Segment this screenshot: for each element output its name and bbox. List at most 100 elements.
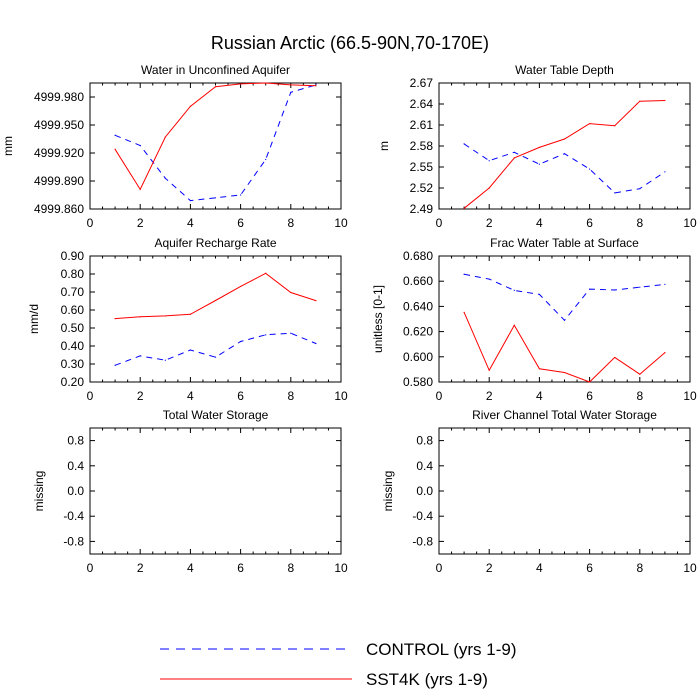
data-point-sst4k: [189, 105, 191, 107]
y-tick-label: 0.580: [403, 375, 433, 389]
y-tick-label: 0.50: [61, 321, 85, 335]
data-point-sst4k: [290, 291, 292, 294]
data-point-control: [315, 342, 317, 345]
data-point-control: [265, 334, 267, 336]
data-point-control: [664, 283, 666, 285]
data-point-sst4k: [114, 148, 116, 150]
x-tick-label: 10: [683, 389, 697, 403]
x-tick-label: 2: [486, 216, 493, 230]
y-tick-label: 0.660: [403, 274, 433, 288]
data-point-sst4k: [614, 356, 616, 359]
data-point-control: [315, 84, 317, 86]
x-tick-label: 2: [137, 561, 144, 575]
data-point-control: [664, 171, 666, 173]
data-point-control: [164, 359, 166, 361]
plot-frame: [89, 82, 342, 210]
x-tick-label: 8: [636, 389, 643, 403]
x-tick-label: 2: [486, 561, 493, 575]
legend-sst4k-label: SST4K (yrs 1-9): [366, 670, 488, 689]
y-tick-label: 0.0: [67, 484, 84, 498]
y-axis-label: mm/d: [27, 304, 41, 334]
data-point-sst4k: [240, 83, 242, 85]
data-point-control: [164, 177, 166, 179]
data-point-sst4k: [290, 84, 292, 86]
panel-title: Water Table Depth: [515, 63, 614, 77]
data-point-sst4k: [265, 272, 267, 274]
y-tick-label: 4999.980: [34, 90, 84, 104]
y-tick-label: 0.90: [61, 249, 85, 263]
data-point-control: [240, 340, 242, 343]
x-tick-label: 8: [287, 389, 294, 403]
x-tick-label: 10: [683, 561, 697, 575]
x-tick-label: 6: [237, 561, 244, 575]
series-line-sst4k: [463, 100, 665, 209]
series-line-control: [464, 273, 665, 322]
data-point-sst4k: [139, 188, 141, 190]
panel-title: Water in Unconfined Aquifer: [141, 63, 290, 77]
y-axis-label: unitless [0-1]: [371, 285, 385, 353]
data-point-control: [240, 194, 242, 196]
data-point-control: [614, 192, 616, 194]
x-tick-label: 8: [287, 561, 294, 575]
data-point-sst4k: [589, 381, 591, 383]
x-tick-label: 4: [536, 389, 543, 403]
panel-5: Total Water Storage missing 0 2 4 6 8 10 -0.8 -0.…: [32, 408, 348, 575]
series-line-control: [114, 332, 317, 366]
y-tick-label: 2.61: [410, 118, 434, 132]
data-point-control: [639, 188, 641, 190]
y-tick-label: -0.8: [412, 534, 433, 548]
data-point-control: [639, 286, 641, 288]
y-tick-label: 0.40: [61, 339, 85, 353]
data-point-sst4k: [664, 352, 666, 354]
x-tick-label: 0: [436, 561, 443, 575]
y-tick-label: 0.70: [61, 285, 85, 299]
panel-title: Frac Water Table at Surface: [490, 236, 639, 250]
data-point-control: [265, 158, 267, 161]
data-point-sst4k: [114, 318, 116, 320]
y-axis-label: missing: [381, 471, 395, 512]
x-tick-label: 4: [536, 216, 543, 230]
data-point-sst4k: [614, 125, 616, 127]
data-point-control: [589, 288, 591, 290]
data-point-sst4k: [315, 300, 317, 302]
y-tick-label: 0.4: [416, 459, 433, 473]
data-point-sst4k: [639, 100, 641, 102]
x-tick-label: 6: [586, 216, 593, 230]
data-point-control: [139, 144, 141, 147]
y-tick-label: -0.4: [63, 509, 84, 523]
panels: Water in Unconfined Aquifer mm 0 2 4 6 8 10 4999…: [1, 63, 697, 575]
data-point-sst4k: [315, 85, 317, 87]
panel-title: Aquifer Recharge Rate: [154, 236, 276, 250]
data-point-sst4k: [240, 285, 242, 288]
x-tick-label: 0: [87, 216, 94, 230]
plot-frame: [438, 427, 691, 555]
x-tick-label: 10: [334, 561, 348, 575]
data-point-sst4k: [463, 207, 465, 209]
data-point-control: [614, 289, 616, 291]
y-tick-label: 0.4: [67, 459, 84, 473]
data-point-sst4k: [265, 82, 267, 84]
y-tick-label: 0.600: [403, 350, 433, 364]
data-point-sst4k: [488, 369, 490, 371]
y-tick-label: 2.52: [410, 181, 434, 195]
data-point-sst4k: [563, 371, 566, 374]
x-tick-label: 0: [87, 389, 94, 403]
data-point-control: [538, 163, 541, 165]
y-tick-label: 0.620: [403, 325, 433, 339]
data-point-control: [488, 160, 490, 162]
y-tick-label: 4999.920: [34, 146, 84, 160]
y-tick-label: 0.0: [416, 484, 433, 498]
x-tick-label: 6: [586, 561, 593, 575]
x-tick-label: 6: [237, 216, 244, 230]
x-tick-label: 6: [586, 389, 593, 403]
y-tick-label: 0.680: [403, 249, 433, 263]
y-tick-label: 2.49: [410, 202, 434, 216]
data-point-sst4k: [538, 368, 541, 370]
data-point-sst4k: [589, 123, 591, 125]
series-line-sst4k: [463, 312, 666, 383]
series-line-sst4k: [115, 272, 317, 320]
y-tick-label: 2.67: [410, 76, 434, 90]
y-tick-label: 0.640: [403, 299, 433, 313]
data-point-sst4k: [139, 316, 141, 318]
x-tick-label: 10: [334, 216, 348, 230]
